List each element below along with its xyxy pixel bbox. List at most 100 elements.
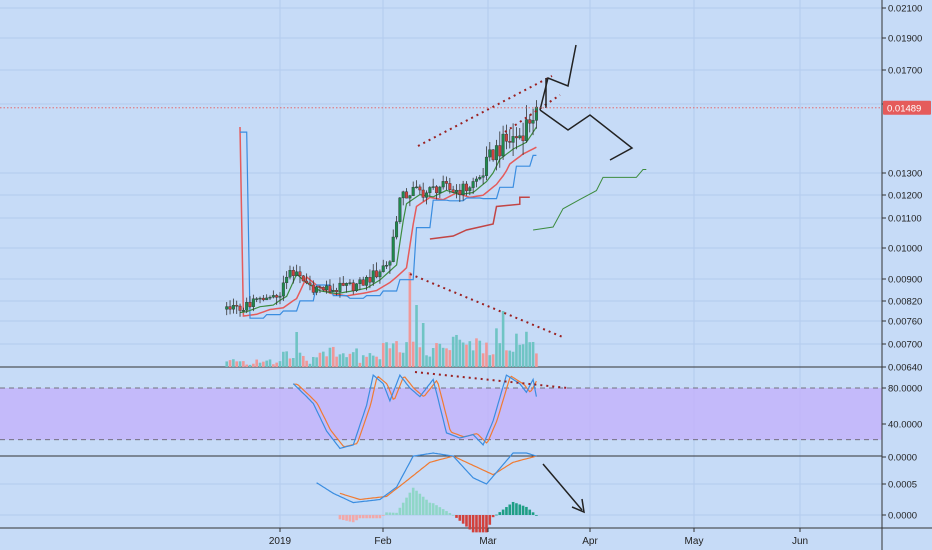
volume-bar — [268, 359, 272, 367]
candle-body — [395, 221, 399, 238]
candles — [225, 100, 538, 317]
candle-body — [281, 282, 285, 297]
macd-histogram-bar — [461, 515, 465, 524]
volume-bar — [355, 348, 358, 367]
macd-histogram-bar — [398, 507, 402, 515]
drawings — [409, 44, 634, 514]
candle-body — [458, 189, 462, 195]
macd-histogram-bar — [411, 487, 415, 515]
stoch-tick-label: 0.0000 — [888, 453, 917, 464]
volume-bar — [375, 356, 378, 367]
last-price-badge: 0.01489 — [883, 100, 931, 115]
volume-bar — [335, 356, 338, 367]
candle-body — [385, 265, 389, 267]
macd-histogram-bar — [521, 505, 525, 515]
volume-bar — [381, 343, 385, 367]
candle-body — [411, 186, 415, 196]
volume-bar — [455, 334, 458, 367]
volume-bar — [505, 350, 508, 367]
volume-bar — [441, 347, 445, 367]
candle-body — [298, 271, 302, 277]
volume-bar — [295, 332, 298, 367]
ichimoku-span-b — [429, 196, 530, 240]
macd-histogram-bar — [471, 515, 475, 533]
macd-histogram-bar — [535, 515, 538, 516]
macd-histogram-bar — [385, 512, 388, 515]
macd-histogram-bar — [435, 505, 438, 515]
stoch-k-line — [292, 373, 537, 450]
macd-histogram-bar — [485, 515, 488, 533]
volume-bar — [445, 348, 448, 367]
upper-trendline — [417, 75, 553, 147]
candle-body — [491, 149, 495, 161]
volume-bar — [371, 355, 375, 367]
volume-bar — [345, 357, 348, 367]
volume-bar — [282, 351, 285, 367]
volume-bar — [398, 352, 402, 367]
candle-body — [228, 306, 232, 310]
candle-body — [358, 279, 362, 284]
volume-bar — [305, 360, 308, 367]
candle-body — [308, 282, 312, 286]
candle-body — [435, 186, 439, 194]
candle-body — [431, 186, 435, 188]
stochastic-lines — [292, 373, 537, 450]
macd-histogram-bar — [511, 501, 515, 515]
candle-body — [338, 282, 342, 292]
macd-histogram-bar — [475, 515, 478, 533]
candle-body — [521, 135, 525, 142]
volume-bar — [501, 311, 505, 367]
macd-line — [316, 452, 537, 504]
volume-bar — [438, 343, 442, 367]
macd-histogram-bar — [488, 515, 492, 525]
macd-pane — [316, 452, 538, 533]
candle-body — [468, 187, 472, 192]
volume-bar — [225, 361, 229, 367]
volume-bar — [471, 350, 475, 367]
candle-body — [251, 298, 255, 307]
macd-histogram-bar — [431, 503, 435, 515]
volume-bar — [478, 340, 482, 367]
macd-tick-label: 0.0000 — [888, 511, 917, 522]
macd-histogram-bar — [508, 504, 512, 515]
macd-histogram-bar — [448, 513, 452, 515]
candle-body — [241, 310, 245, 312]
candle-body — [391, 236, 395, 262]
price-tick-label: 0.00820 — [888, 297, 922, 308]
volume-bar — [385, 342, 388, 367]
candle-body — [275, 295, 279, 298]
candle-body — [331, 290, 335, 292]
volume-bar — [351, 352, 355, 367]
volume-bar — [325, 356, 328, 367]
volume-bar — [525, 331, 528, 367]
macd-histogram-bar — [458, 515, 462, 521]
candle-body — [225, 306, 229, 310]
volume-bar — [318, 352, 322, 367]
candle-body — [401, 191, 405, 199]
volume-bar — [515, 333, 518, 367]
candle-body — [258, 297, 262, 300]
candle-body — [498, 145, 502, 157]
price-tick-label: 0.01000 — [888, 244, 922, 255]
candle-body — [481, 175, 485, 178]
volume-bar — [331, 346, 335, 367]
macd-histogram-bar — [428, 502, 432, 515]
candle-body — [445, 181, 449, 184]
volume-bar — [338, 354, 342, 367]
volume-bar — [418, 347, 422, 367]
volume-bar — [408, 272, 412, 367]
price-tick-label: 0.01300 — [888, 169, 922, 180]
volume-bar — [278, 361, 282, 367]
candle-body — [381, 265, 385, 272]
candle-body — [471, 181, 475, 188]
macd-histogram-bar — [405, 497, 408, 515]
candle-body — [341, 282, 345, 286]
macd-histogram-bar — [338, 515, 342, 520]
volume-bar — [518, 344, 522, 367]
macd-histogram-bar — [368, 515, 372, 519]
lower-trendline — [504, 94, 561, 133]
macd-histogram-bar — [388, 512, 392, 515]
macd-histogram-bar — [425, 499, 428, 515]
price-tick-label: 0.00700 — [888, 340, 922, 351]
